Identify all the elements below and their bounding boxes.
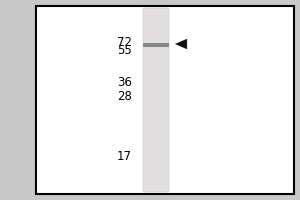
Text: 72: 72 bbox=[117, 36, 132, 48]
Text: 28: 28 bbox=[117, 90, 132, 102]
Bar bbox=[36, 6, 294, 194]
Text: 17: 17 bbox=[117, 150, 132, 164]
Polygon shape bbox=[176, 39, 187, 49]
Text: 55: 55 bbox=[117, 45, 132, 58]
Bar bbox=[143, 8, 169, 192]
Bar bbox=[143, 43, 169, 47]
Text: 36: 36 bbox=[117, 75, 132, 88]
